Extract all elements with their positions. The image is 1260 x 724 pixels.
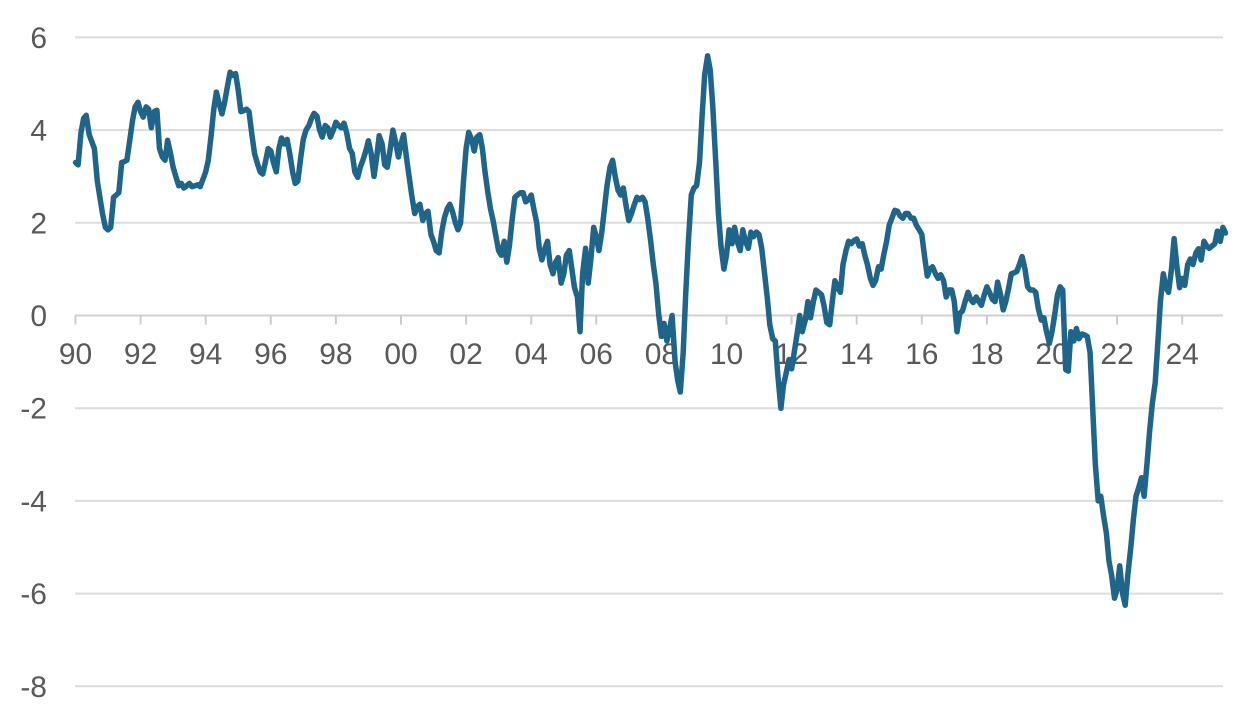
x-axis-labels: 90 92 94 96 98 00 02 04 06 08 10 12 14 16 18 20 22 24 [59, 338, 1199, 371]
x-axis-label: 22 [1100, 338, 1133, 371]
x-axis-label: 02 [449, 338, 482, 371]
x-axis [74, 314, 1223, 325]
x-axis-label: 00 [384, 338, 417, 371]
x-axis-label: 10 [710, 338, 743, 371]
y-axis-label: 6 [30, 22, 47, 55]
x-axis-label: 04 [515, 338, 548, 371]
y-axis-label: -4 [20, 485, 47, 518]
x-axis-label: 90 [59, 338, 92, 371]
y-axis-labels: 6 4 2 0 -2 -4 -6 -8 [20, 22, 47, 704]
x-axis-label: 94 [189, 338, 222, 371]
y-axis-label: -8 [20, 671, 47, 704]
y-axis-label: -2 [20, 393, 47, 426]
x-axis-label: 92 [124, 338, 157, 371]
x-axis-label: 16 [905, 338, 938, 371]
x-axis-label: 18 [970, 338, 1003, 371]
x-axis-label: 14 [840, 338, 873, 371]
x-axis-label: 98 [319, 338, 352, 371]
y-axis-label: 4 [30, 115, 47, 148]
y-axis-label: 0 [30, 300, 47, 333]
data-series-line [72, 53, 1229, 608]
y-axis-label: -6 [20, 578, 47, 611]
x-axis-label: 96 [254, 338, 287, 371]
y-axis-label: 2 [30, 207, 47, 240]
x-axis-label: 24 [1166, 338, 1199, 371]
x-axis-label: 06 [580, 338, 613, 371]
